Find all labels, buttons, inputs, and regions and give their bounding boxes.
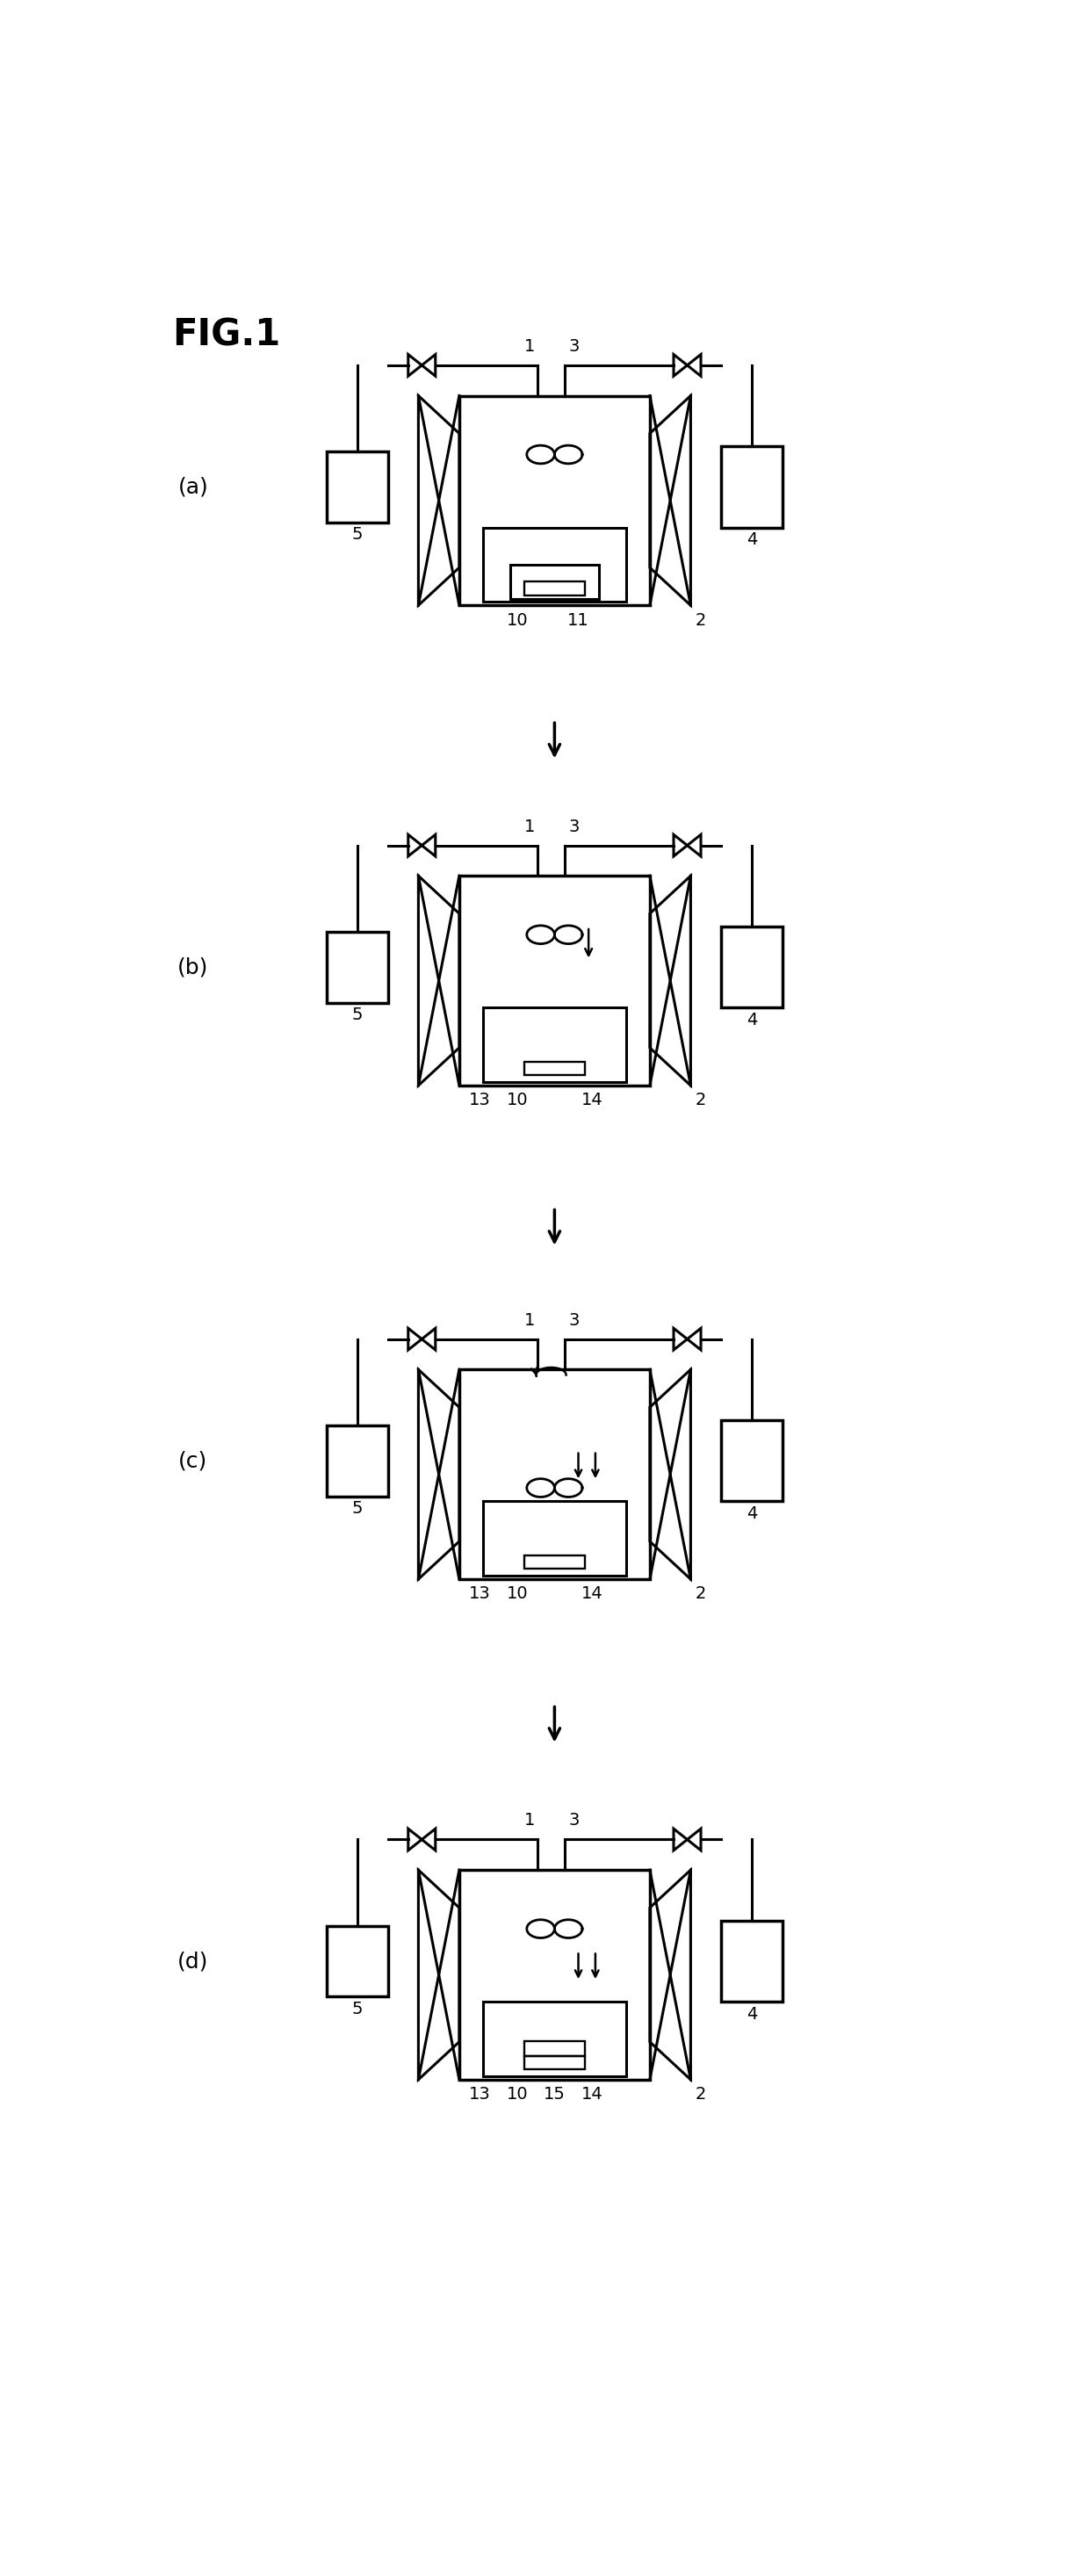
- Text: (a): (a): [177, 477, 209, 497]
- Bar: [327, 451, 387, 523]
- Bar: [722, 927, 782, 1007]
- Bar: [327, 1927, 387, 1996]
- Bar: [524, 1061, 585, 1074]
- Text: 1: 1: [524, 1814, 535, 1829]
- Text: (b): (b): [177, 956, 209, 979]
- Text: 13: 13: [469, 2087, 490, 2102]
- Bar: [459, 397, 650, 605]
- Text: 1: 1: [524, 1311, 535, 1329]
- Text: 10: 10: [506, 1587, 528, 1602]
- Bar: [459, 1870, 650, 2079]
- Text: FIG.1: FIG.1: [173, 317, 281, 353]
- Text: 3: 3: [569, 1311, 580, 1329]
- Bar: [459, 1370, 650, 1579]
- Text: 2: 2: [696, 2087, 707, 2102]
- Bar: [524, 2040, 585, 2056]
- Text: 3: 3: [569, 819, 580, 835]
- Text: 2: 2: [696, 1092, 707, 1108]
- Text: 10: 10: [506, 1092, 528, 1108]
- Text: (d): (d): [177, 1950, 209, 1971]
- Text: 14: 14: [581, 2087, 603, 2102]
- Text: 14: 14: [581, 1092, 603, 1108]
- Bar: [722, 1419, 782, 1502]
- Bar: [483, 2002, 626, 2076]
- Bar: [483, 1502, 626, 1577]
- Text: 14: 14: [581, 1587, 603, 1602]
- Text: 13: 13: [469, 1092, 490, 1108]
- Text: 2: 2: [696, 613, 707, 629]
- Text: 4: 4: [747, 2007, 757, 2022]
- Bar: [524, 2056, 585, 2069]
- Text: 4: 4: [747, 1012, 757, 1028]
- Text: 1: 1: [524, 337, 535, 355]
- Text: 4: 4: [747, 531, 757, 549]
- Text: 1: 1: [524, 819, 535, 835]
- Text: 3: 3: [569, 337, 580, 355]
- Bar: [524, 1556, 585, 1569]
- Text: 2: 2: [696, 1587, 707, 1602]
- Text: 5: 5: [352, 1007, 362, 1023]
- Text: 5: 5: [352, 526, 362, 544]
- Text: 10: 10: [506, 613, 528, 629]
- Text: 13: 13: [469, 1587, 490, 1602]
- Text: 3: 3: [569, 1814, 580, 1829]
- Text: (c): (c): [179, 1450, 208, 1471]
- Text: 5: 5: [352, 1499, 362, 1517]
- Bar: [524, 582, 585, 595]
- Text: 15: 15: [543, 2087, 566, 2102]
- Bar: [722, 446, 782, 528]
- Text: 10: 10: [506, 2087, 528, 2102]
- Text: 4: 4: [747, 1504, 757, 1522]
- Bar: [327, 933, 387, 1002]
- Bar: [483, 1007, 626, 1082]
- Bar: [327, 1425, 387, 1497]
- Text: 5: 5: [352, 2002, 362, 2017]
- Bar: [511, 564, 598, 598]
- Bar: [459, 876, 650, 1084]
- Bar: [483, 528, 626, 603]
- Text: 11: 11: [567, 613, 590, 629]
- Bar: [722, 1922, 782, 2002]
